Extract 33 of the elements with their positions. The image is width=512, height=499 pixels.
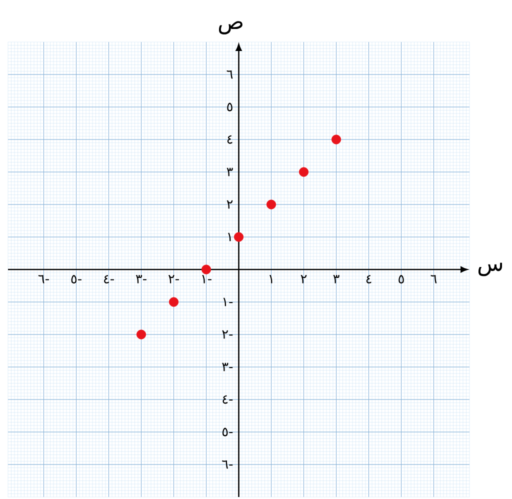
x-tick-label: ٦- <box>38 275 49 284</box>
y-tick-label: ٢- <box>222 330 233 339</box>
y-tick-label: ٥- <box>222 428 233 436</box>
x-tick-label: ٢ <box>300 275 307 284</box>
x-tick-label: ٣ <box>333 275 340 284</box>
x-tick-label: ٢- <box>168 275 179 284</box>
point <box>168 297 179 307</box>
y-axis-title: ص <box>218 21 242 34</box>
x-tick-label: ٣- <box>136 275 146 284</box>
y-tick-label: ٣- <box>222 362 233 372</box>
x-tick-label: ٤- <box>104 275 114 284</box>
y-tick-label: ١- <box>223 298 233 306</box>
point <box>331 134 342 144</box>
y-tick-label: ٣ <box>226 168 233 176</box>
y-tick-label: ٦ <box>226 70 233 79</box>
point <box>201 264 212 274</box>
y-tick-label: ٤ <box>227 135 232 144</box>
point <box>136 330 146 340</box>
x-axis-title: س <box>478 262 502 276</box>
x-tick-label: ١- <box>202 275 212 284</box>
x-tick-label: ١ <box>270 275 272 284</box>
y-tick-label: ٥ <box>227 102 232 112</box>
x-tick-label: ٦ <box>430 275 437 284</box>
x-tick-label: ٥- <box>71 275 82 284</box>
x-tick-label: ٤ <box>366 275 372 284</box>
y-tick-label: ٢ <box>226 200 233 209</box>
y-tick-label: ٦- <box>222 460 233 469</box>
point <box>298 167 309 177</box>
y-tick-label: ٤- <box>222 395 233 404</box>
x-tick-label: ٥ <box>398 275 404 284</box>
y-tick-label: ١ <box>228 232 231 242</box>
point <box>266 200 276 210</box>
point <box>234 232 244 242</box>
